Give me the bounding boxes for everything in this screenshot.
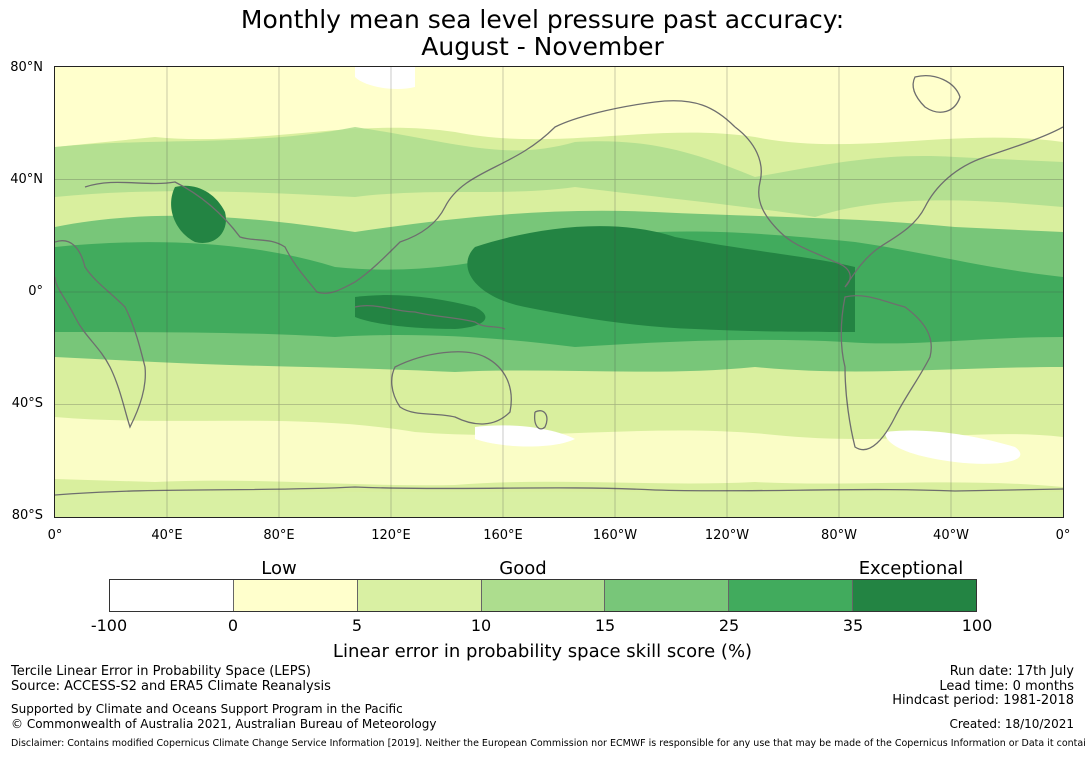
colorbar-segment bbox=[357, 580, 482, 611]
coast-eurasia bbox=[84, 100, 736, 294]
field-arctic-white bbox=[355, 67, 415, 89]
lon-label-120w: 120°W bbox=[704, 528, 750, 543]
field-south-white-2 bbox=[475, 425, 575, 447]
field-antarctic-light bbox=[55, 492, 1063, 517]
colorbar-segment bbox=[853, 580, 977, 611]
map-canvas bbox=[55, 67, 1063, 517]
coast-antarctica bbox=[55, 486, 1063, 496]
lat-label-40n: 40°N bbox=[10, 172, 43, 187]
lon-label-80e: 80°E bbox=[263, 528, 295, 543]
colorbar-segment bbox=[110, 580, 234, 611]
lon-label-0-right: 0° bbox=[1055, 528, 1071, 543]
coastlines bbox=[55, 75, 1063, 496]
colorbar-segment bbox=[729, 580, 854, 611]
hindcast-period-text: Hindcast period: 1981-2018 bbox=[892, 693, 1074, 708]
field-south-white-1 bbox=[885, 430, 1021, 464]
colorbar-tick: 10 bbox=[470, 616, 492, 635]
created-date-text: Created: 18/10/2021 bbox=[949, 717, 1074, 731]
coast-south-america bbox=[840, 295, 932, 451]
field-indian-exceptional bbox=[171, 185, 226, 243]
colorbar-tick: 0 bbox=[227, 616, 239, 635]
lat-label-equator: 0° bbox=[28, 284, 43, 299]
colorbar-label: Linear error in probability space skill … bbox=[332, 641, 753, 662]
coast-indonesia bbox=[354, 305, 506, 330]
lon-label-0-left: 0° bbox=[47, 528, 63, 543]
legend-level-exceptional: Exceptional bbox=[858, 558, 964, 579]
copyright-text: © Commonwealth of Australia 2021, Austra… bbox=[11, 717, 437, 731]
legend-level-low: Low bbox=[261, 558, 297, 579]
colorbar-tick: 100 bbox=[961, 616, 993, 635]
lon-label-80w: 80°W bbox=[821, 528, 857, 543]
coast-greenland bbox=[912, 75, 961, 113]
map-title-line-2: August - November bbox=[421, 32, 664, 61]
field-north-green bbox=[55, 127, 1063, 217]
colorbar bbox=[109, 579, 977, 612]
coast-australia bbox=[391, 351, 512, 425]
coast-africa bbox=[55, 240, 146, 429]
coast-north-america bbox=[734, 126, 1063, 288]
lon-label-40e: 40°E bbox=[151, 528, 183, 543]
colorbar-segment bbox=[481, 580, 606, 611]
lat-label-80s: 80°S bbox=[11, 508, 43, 523]
graticule bbox=[55, 67, 1063, 517]
lon-label-160e: 160°E bbox=[483, 528, 523, 543]
colorbar-tick: 15 bbox=[594, 616, 616, 635]
field-maritime-exceptional bbox=[355, 295, 486, 329]
lon-label-160w: 160°W bbox=[592, 528, 638, 543]
colorbar-tick: -100 bbox=[90, 616, 128, 635]
field-north-light bbox=[55, 67, 1063, 147]
colorbar-tick: 5 bbox=[351, 616, 363, 635]
colorbar-segment bbox=[605, 580, 730, 611]
lat-label-40s: 40°S bbox=[11, 396, 43, 411]
disclaimer-text: Disclaimer: Contains modified Copernicus… bbox=[11, 738, 1085, 749]
lon-label-40w: 40°W bbox=[933, 528, 969, 543]
run-date-text: Run date: 17th July bbox=[949, 664, 1074, 679]
legend-level-good: Good bbox=[499, 558, 547, 579]
field-tropics-exceptional bbox=[467, 226, 855, 332]
colorbar-tick: 35 bbox=[842, 616, 864, 635]
colorbar-segment bbox=[233, 580, 358, 611]
map-title-line-1: Monthly mean sea level pressure past acc… bbox=[240, 5, 845, 34]
source-text: Source: ACCESS-S2 and ERA5 Climate Reana… bbox=[11, 679, 331, 694]
lon-label-120e: 120°E bbox=[371, 528, 411, 543]
colorbar-tick: 25 bbox=[718, 616, 740, 635]
coast-new-zealand bbox=[534, 410, 548, 430]
lat-label-80n: 80°N bbox=[10, 60, 43, 75]
skill-score-map bbox=[54, 66, 1064, 518]
field-south-light bbox=[55, 417, 1063, 487]
support-text: Supported by Climate and Oceans Support … bbox=[11, 702, 403, 716]
lead-time-text: Lead time: 0 months bbox=[939, 679, 1074, 694]
method-text: Tercile Linear Error in Probability Spac… bbox=[11, 664, 311, 679]
